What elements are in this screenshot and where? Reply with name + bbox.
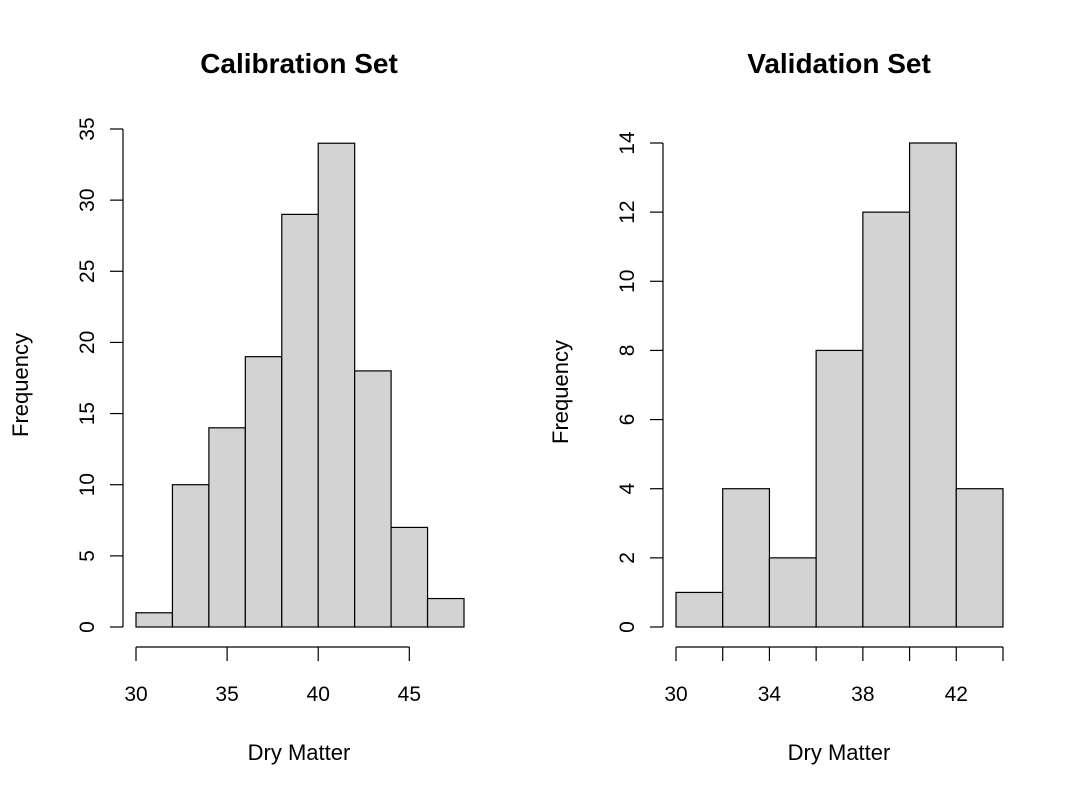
calibration-x-tick-label: 45	[398, 683, 421, 706]
calibration-bar-7	[390, 526, 429, 628]
calibration-chart-title: Calibration Set	[200, 48, 398, 79]
calibration-x-tick-label: 35	[215, 683, 238, 706]
calibration-bar-6	[354, 370, 392, 628]
calibration-bar-3	[244, 356, 283, 628]
calibration-y-tick-label: 0	[76, 621, 99, 633]
calibration-bar-0	[135, 612, 174, 628]
validation-bar-6	[955, 488, 1004, 628]
validation-x-tick-label: 34	[758, 683, 782, 706]
validation-bar-3	[815, 349, 864, 628]
validation-bar-2	[768, 557, 817, 628]
calibration-y-tick-label: 15	[76, 402, 99, 425]
validation-bar-5	[908, 142, 957, 628]
validation-y-tick-label: 6	[616, 414, 639, 426]
validation-y-axis-label: Frequency	[548, 340, 573, 444]
validation-chart-title: Validation Set	[747, 48, 931, 79]
validation-y-tick-label: 12	[616, 200, 639, 223]
validation-x-axis-label: Dry Matter	[788, 740, 891, 765]
validation-y-tick-label: 2	[616, 552, 639, 564]
validation-y-tick-label: 0	[616, 621, 639, 633]
calibration-y-axis-label: Frequency	[8, 333, 33, 437]
validation-x-tick-label: 30	[664, 683, 687, 706]
calibration-bar-2	[208, 427, 246, 628]
validation-bar-4	[862, 211, 911, 628]
calibration-y-tick-label: 10	[76, 473, 99, 496]
validation-bar-0	[675, 591, 724, 628]
calibration-y-tick-label: 5	[76, 550, 99, 562]
validation-y-tick-label: 8	[616, 345, 639, 357]
validation-bar-1	[722, 488, 771, 628]
validation-y-tick-label: 4	[616, 483, 639, 495]
calibration-x-axis-label: Dry Matter	[248, 740, 351, 765]
validation-histogram-panel: Validation Set 0 2 4 6 8 10 12 14 Frequency 30 34 38…	[548, 48, 1004, 765]
calibration-y-tick-label: 30	[76, 188, 99, 211]
calibration-bar-8	[426, 597, 465, 628]
validation-y-tick-label: 10	[616, 270, 639, 293]
validation-x-tick-label: 42	[945, 683, 968, 706]
calibration-x-tick-label: 40	[307, 683, 330, 706]
calibration-y-tick-label: 20	[76, 331, 99, 354]
calibration-bar-4	[281, 213, 319, 628]
calibration-bar-5	[317, 142, 356, 628]
calibration-x-tick-label: 30	[124, 683, 147, 706]
validation-y-tick-label: 14	[616, 131, 639, 155]
calibration-y-tick-label: 35	[76, 117, 99, 140]
calibration-histogram-panel: Calibration Set 0 5 10 15 20 25 30 35 Frequency 30…	[8, 48, 465, 765]
validation-x-tick-label: 38	[851, 683, 874, 706]
calibration-y-tick-label: 25	[76, 260, 99, 283]
calibration-bar-1	[171, 484, 210, 628]
